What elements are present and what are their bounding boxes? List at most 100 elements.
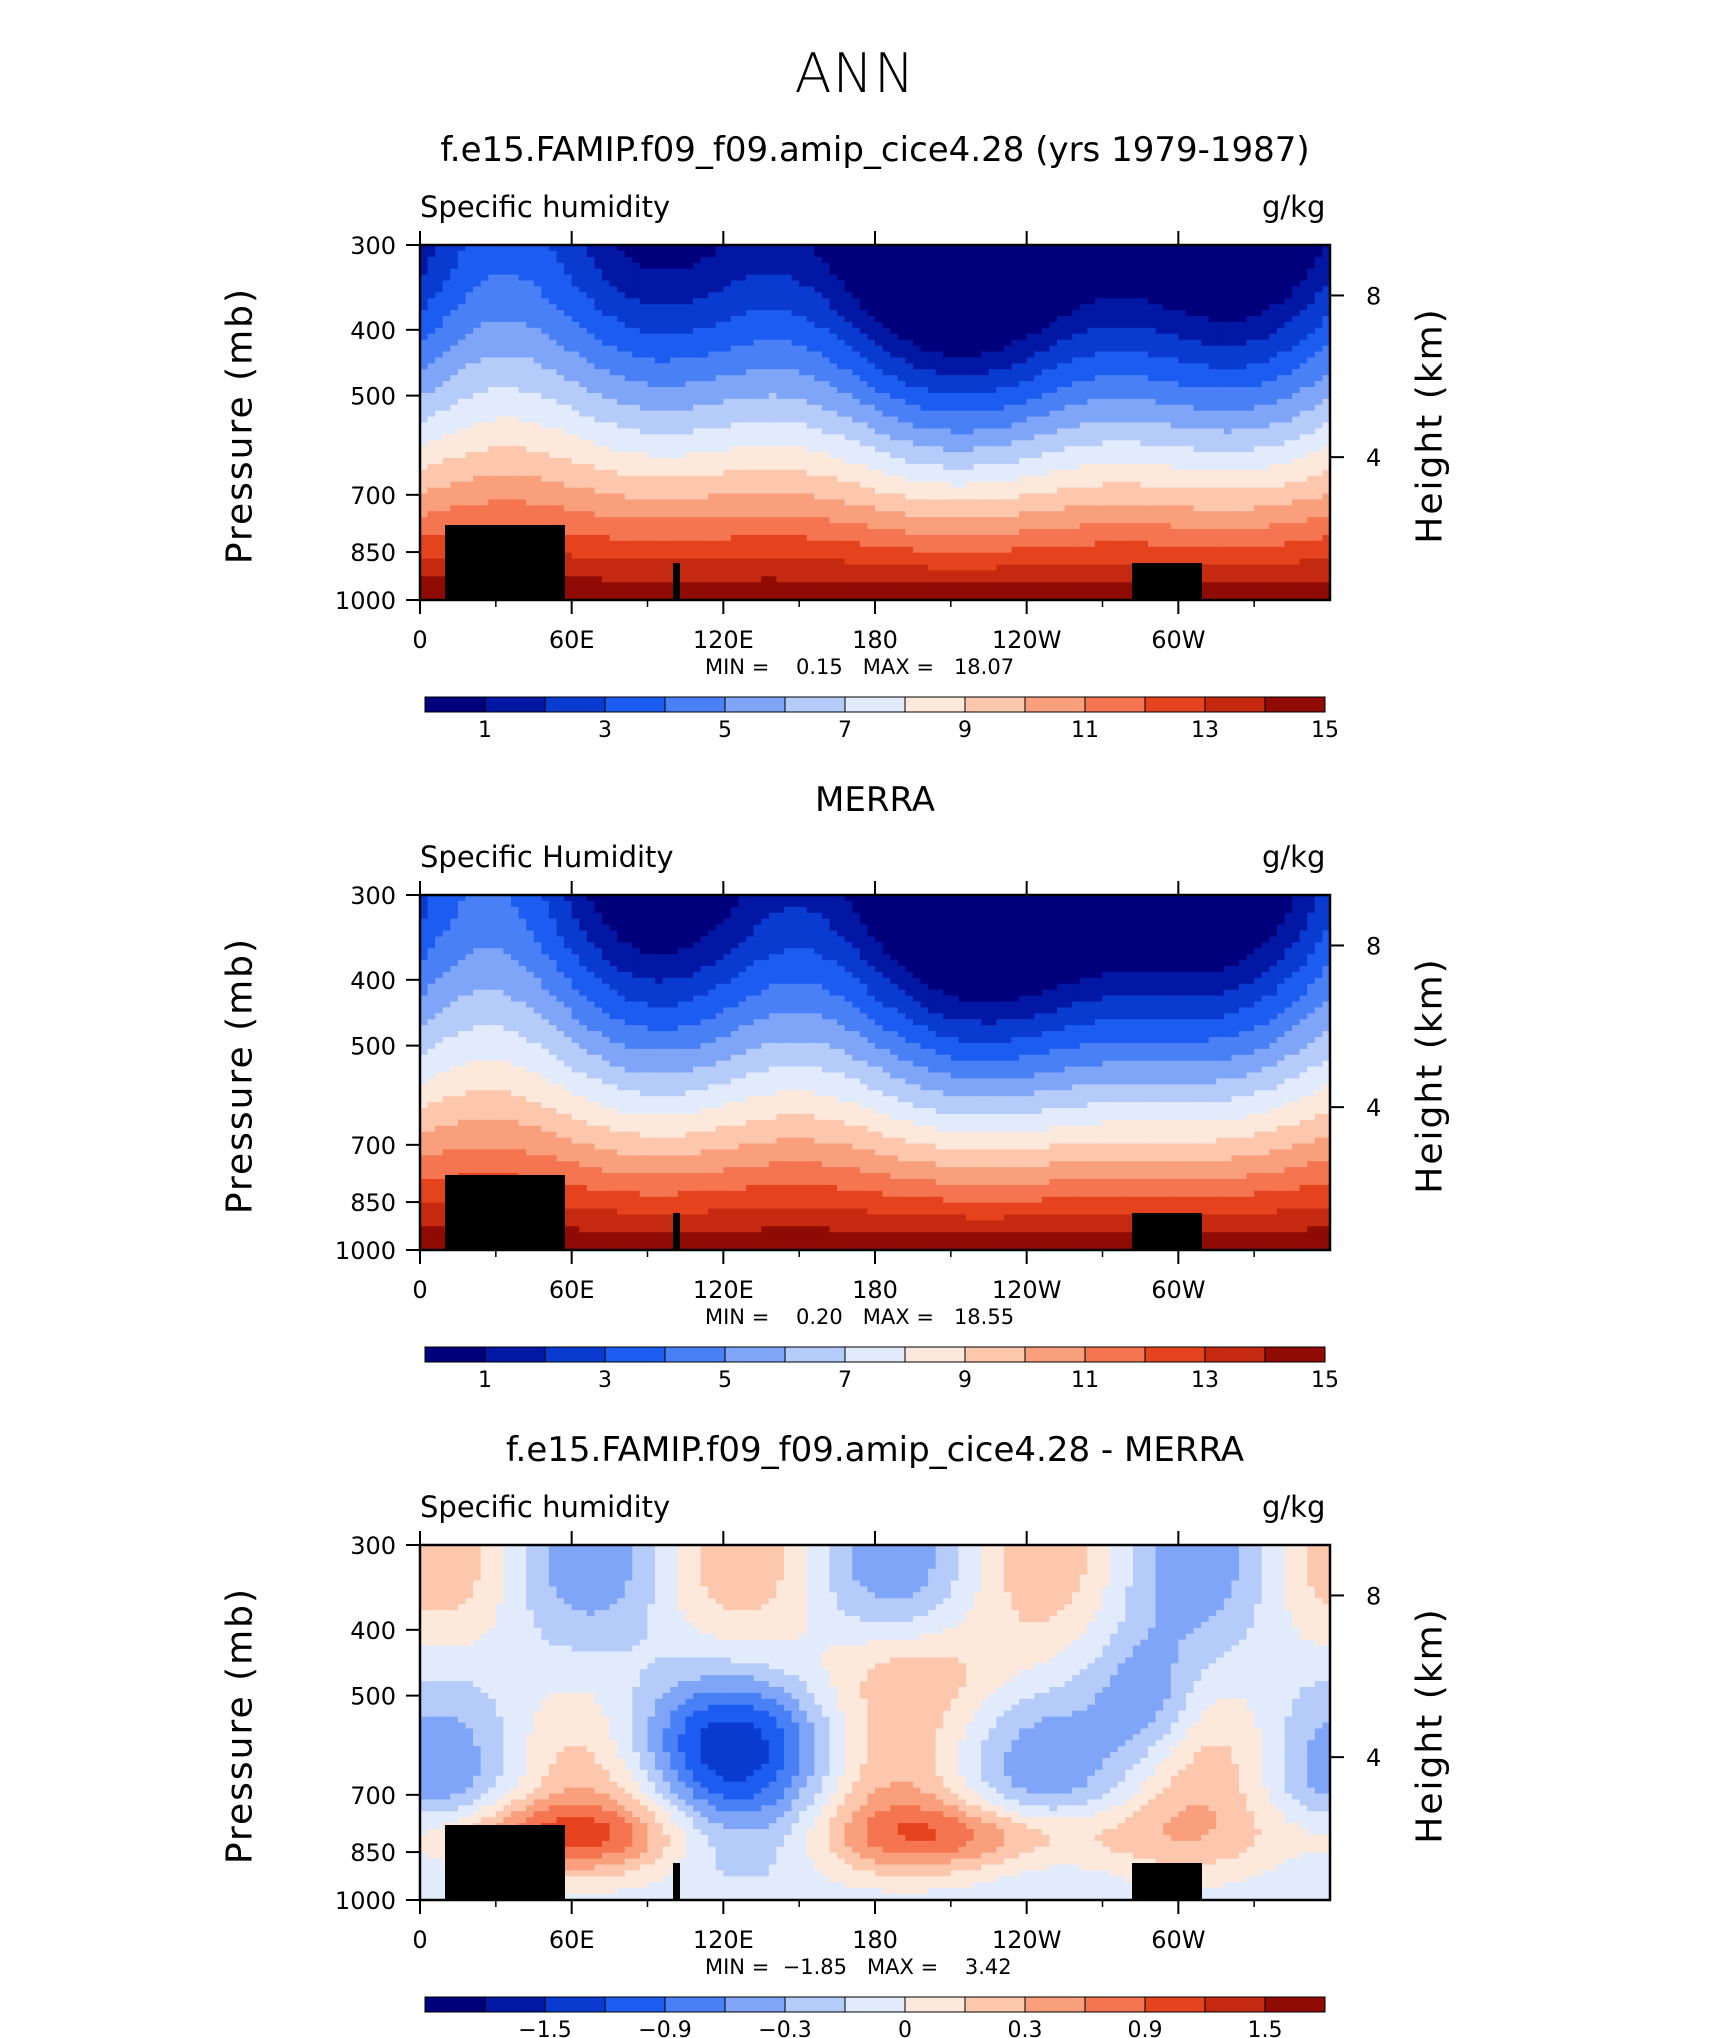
field-cell — [761, 321, 770, 329]
field-cell — [723, 250, 732, 258]
field-cell — [829, 369, 838, 376]
field-cell — [821, 375, 831, 382]
field-cell — [761, 428, 770, 435]
field-cell — [564, 463, 573, 471]
field-cell — [602, 458, 611, 465]
field-cell — [480, 327, 489, 335]
field-cell — [920, 463, 929, 471]
field-cell — [526, 363, 535, 370]
field-cell — [677, 316, 687, 323]
field-cell — [639, 463, 649, 471]
field-cell — [511, 292, 520, 299]
field-cell — [579, 392, 588, 400]
field-cell — [677, 333, 687, 341]
field-cell — [495, 475, 505, 483]
field-cell — [677, 546, 687, 554]
field-cell — [852, 552, 861, 560]
field-cell — [693, 321, 702, 329]
field-cell — [943, 327, 952, 335]
field-cell — [875, 481, 884, 489]
field-cell — [420, 250, 429, 258]
field-cell — [730, 262, 740, 270]
field-cell — [859, 570, 869, 577]
field-cell — [897, 487, 906, 495]
field-cell — [928, 499, 937, 506]
field-cell — [943, 576, 952, 583]
field-cell — [602, 410, 611, 418]
field-cell — [435, 517, 444, 524]
field-cell — [799, 493, 808, 501]
field-cell — [821, 534, 831, 542]
field-cell — [761, 452, 770, 459]
field-cell — [442, 321, 451, 329]
field-cell — [639, 529, 649, 536]
field-cell — [950, 458, 960, 465]
field-cell — [609, 351, 618, 359]
field-cell — [427, 493, 436, 501]
field-cell — [988, 540, 997, 548]
field-cell — [882, 274, 891, 282]
field-cell — [685, 458, 694, 465]
field-cell — [776, 469, 785, 477]
field-cell — [533, 345, 542, 353]
field-cell — [480, 316, 489, 323]
field-cell — [1003, 422, 1013, 430]
field-cell — [875, 321, 884, 329]
field-cell — [844, 481, 853, 489]
field-cell — [541, 256, 550, 264]
field-cell — [594, 446, 603, 453]
field-cell — [821, 321, 831, 329]
field-cell — [624, 316, 633, 323]
field-cell — [844, 280, 853, 288]
field-cell — [1034, 268, 1043, 276]
field-cell — [761, 511, 770, 518]
field-cell — [776, 452, 785, 459]
field-cell — [791, 434, 800, 441]
field-cell — [586, 363, 596, 370]
field-cell — [950, 381, 960, 388]
field-cell — [586, 469, 596, 477]
field-cell — [533, 499, 542, 506]
field-cell — [890, 387, 899, 394]
field-cell — [655, 392, 664, 400]
field-cell — [450, 481, 459, 489]
field-cell — [1003, 576, 1013, 583]
field-cell — [579, 428, 588, 435]
field-cell — [867, 268, 876, 276]
field-cell — [526, 345, 535, 353]
field-cell — [420, 416, 429, 424]
field-cell — [518, 310, 527, 317]
field-cell — [579, 463, 588, 471]
field-cell — [958, 499, 967, 506]
field-cell — [730, 298, 740, 305]
field-cell — [859, 416, 869, 424]
field-cell — [427, 345, 436, 353]
field-cell — [1011, 381, 1020, 388]
field-cell — [958, 517, 967, 524]
field-cell — [480, 475, 489, 483]
field-cell — [920, 440, 929, 447]
field-cell — [511, 422, 520, 430]
field-cell — [609, 292, 618, 299]
field-cell — [480, 398, 489, 406]
field-cell — [685, 262, 694, 270]
field-cell — [912, 594, 922, 601]
field-cell — [480, 469, 489, 477]
field-cell — [905, 463, 914, 471]
field-cell — [1003, 493, 1013, 501]
field-cell — [609, 428, 618, 435]
field-cell — [1003, 280, 1013, 288]
field-cell — [821, 552, 831, 560]
field-cell — [700, 280, 709, 288]
field-cell — [533, 469, 542, 477]
field-cell — [958, 529, 967, 536]
field-cell — [579, 286, 588, 293]
field-cell — [776, 422, 785, 430]
field-cell — [768, 375, 778, 382]
field-cell — [973, 321, 982, 329]
field-cell — [867, 594, 876, 601]
field-cell — [821, 245, 831, 252]
field-cell — [465, 440, 474, 447]
field-cell — [655, 256, 664, 264]
field-cell — [609, 398, 618, 406]
